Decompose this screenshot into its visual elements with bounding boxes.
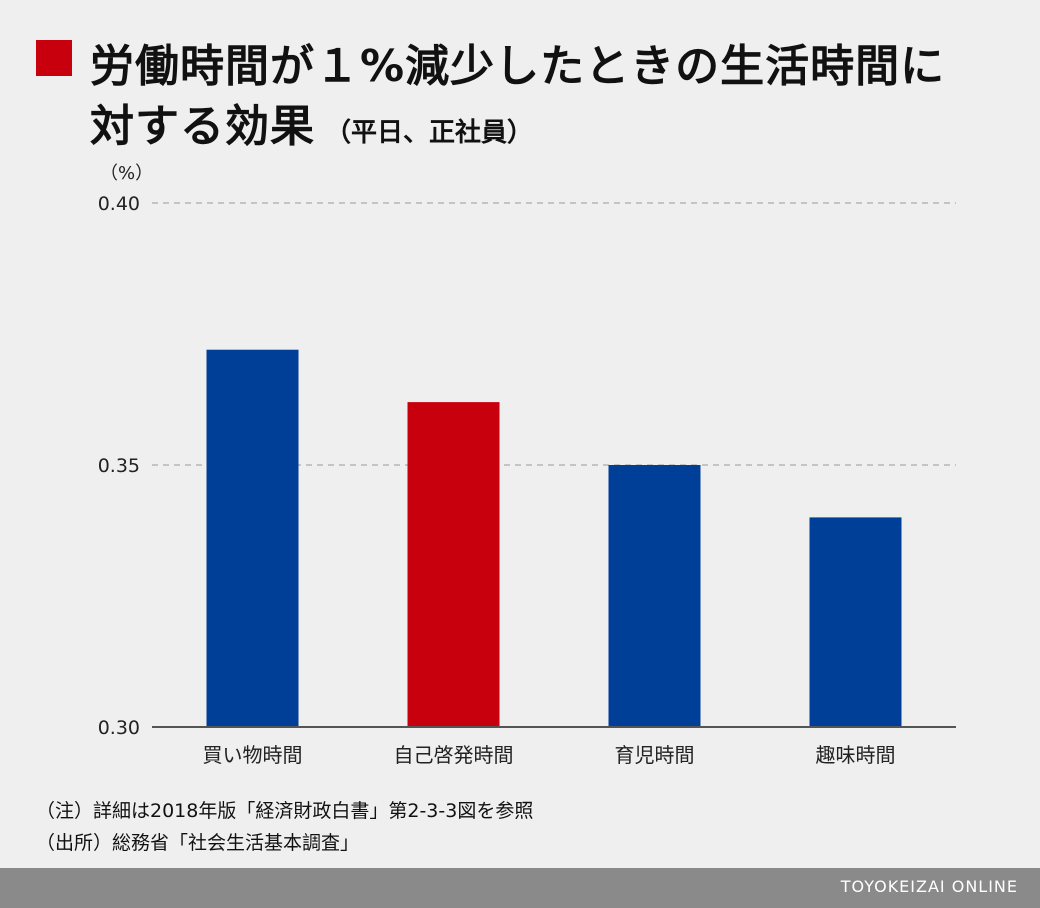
x-tick-label: 育児時間 [615, 743, 695, 767]
note-text: （注）詳細は2018年版「経済財政白書」第2-3-3図を参照 [36, 800, 534, 822]
title-marker-icon [36, 40, 72, 76]
title-line-1: 労働時間が１%減少したときの生活時間に [90, 41, 946, 92]
source-text: （出所）総務省「社会生活基本調査」 [36, 832, 360, 854]
y-unit-label: （%） [100, 163, 153, 184]
bar [608, 465, 701, 727]
title-subtitle: （平日、正社員） [325, 118, 534, 148]
title-line-2-main: 対する効果 [90, 101, 315, 152]
bar [407, 402, 500, 727]
bar-chart: （%） 0.30 0.35 0.40 買い物時間 自己啓発時間 育児時間 趣味時間 [98, 163, 956, 767]
x-tick-label: 自己啓発時間 [394, 743, 514, 767]
y-tick-label: 0.35 [98, 455, 140, 477]
footer-brand: TOYOKEIZAI ONLINE [840, 877, 1018, 896]
footer-bar: TOYOKEIZAI ONLINE [0, 868, 1040, 908]
bar [206, 349, 299, 727]
x-tick-label: 買い物時間 [203, 743, 303, 767]
x-tick-label: 趣味時間 [816, 743, 896, 767]
title-line-2: 対する効果 （平日、正社員） [90, 90, 533, 154]
y-tick-label: 0.30 [98, 717, 140, 739]
y-tick-label: 0.40 [98, 193, 140, 215]
bar [809, 517, 902, 727]
